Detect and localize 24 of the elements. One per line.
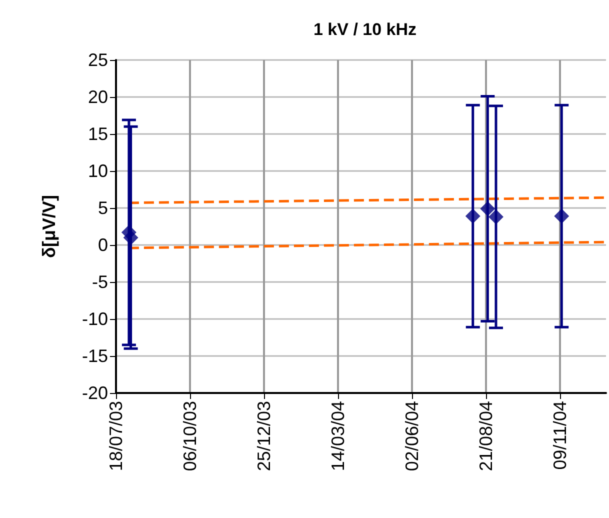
chart-title: 1 kV / 10 kHz bbox=[313, 20, 417, 39]
y-axis-title: δ[μV/V] bbox=[39, 195, 59, 258]
point bbox=[465, 208, 480, 224]
x-tick-label: 14/03/04 bbox=[328, 401, 348, 472]
point bbox=[488, 209, 504, 224]
point bbox=[123, 230, 138, 246]
y-tick-label: -15 bbox=[82, 346, 108, 366]
y-tick-label: -10 bbox=[82, 309, 108, 329]
y-tick-label: -20 bbox=[82, 383, 108, 403]
y-tick-label: 15 bbox=[88, 124, 108, 144]
x-tick-label: 09/11/04 bbox=[550, 401, 570, 470]
y-tick-label: 20 bbox=[88, 87, 108, 107]
point bbox=[480, 201, 496, 216]
x-tick-label: 21/08/04 bbox=[476, 401, 496, 472]
point bbox=[554, 208, 570, 224]
y-tick-label: -5 bbox=[92, 272, 108, 292]
y-tick-label: 25 bbox=[88, 50, 108, 70]
y-tick-label: 0 bbox=[98, 235, 108, 255]
y-tick-label: 5 bbox=[98, 198, 108, 218]
x-tick-label: 02/06/04 bbox=[402, 401, 422, 472]
x-tick-label: 18/07/03 bbox=[106, 401, 126, 472]
x-tick-label: 25/12/03 bbox=[254, 401, 274, 472]
y-tick-label: 10 bbox=[88, 161, 108, 181]
x-tick-label: 06/10/03 bbox=[180, 401, 200, 472]
